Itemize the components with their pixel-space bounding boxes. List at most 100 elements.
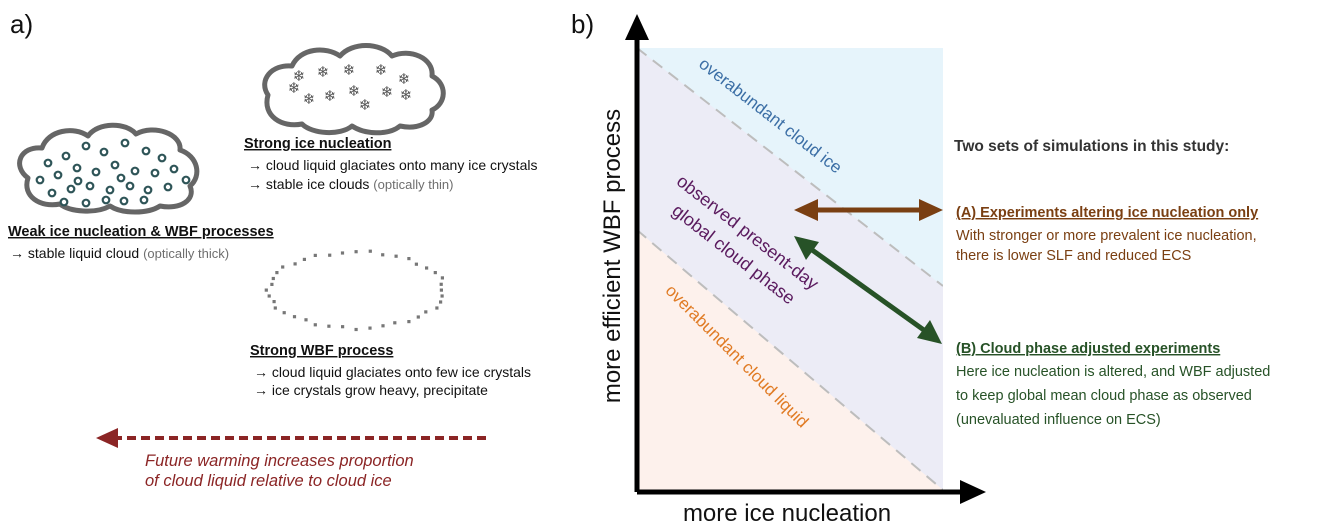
- strong-ice-line2: → stable ice clouds (optically thin): [248, 176, 454, 192]
- cloud-remnant-dot: [327, 324, 331, 328]
- droplet-icon: [163, 182, 173, 192]
- droplet-icon: [101, 195, 111, 205]
- cloud-remnant-dot: [407, 320, 411, 324]
- droplet-icon: [43, 158, 53, 168]
- y-axis-arrowhead: [625, 14, 649, 40]
- ice-crystal-icon: ❄: [375, 61, 388, 79]
- droplet-icon: [53, 170, 63, 180]
- strong-ice-title: Strong ice nucleation: [244, 136, 391, 152]
- ice-crystal-icon: ❄: [288, 79, 301, 97]
- cloud-remnant-dot: [407, 257, 411, 261]
- cloud-remnant-dot: [267, 294, 271, 298]
- droplet-icon: [125, 181, 135, 191]
- droplet-icon: [99, 147, 109, 157]
- droplet-icon: [150, 168, 160, 178]
- experiment-b-arrow: [794, 236, 942, 344]
- cloud-remnant-dot: [439, 300, 443, 304]
- cloud-remnant-dot: [292, 315, 297, 319]
- cloud-remnant-dot: [381, 324, 385, 328]
- cloud-remnant-dot: [272, 300, 276, 304]
- cloud-remnant-dot: [425, 266, 429, 270]
- cloud-remnant-dot: [414, 262, 418, 266]
- boundary-upper: [637, 48, 943, 287]
- ice-crystal-icon: ❄: [293, 67, 306, 85]
- boundary-lower: [637, 229, 943, 491]
- legend-a-line2: there is lower SLF and reduced ECS: [956, 248, 1191, 264]
- legend-a-line1: With stronger or more prevalent ice nucl…: [956, 228, 1257, 244]
- dissipated-cloud-icon: [264, 249, 444, 332]
- droplet-icon: [72, 163, 82, 173]
- droplet-icon: [66, 184, 76, 194]
- droplet-icon: [110, 160, 120, 170]
- droplet-icon: [85, 181, 95, 191]
- cloud-remnant-dot: [368, 326, 372, 330]
- droplet-icon: [169, 164, 179, 174]
- future-line2: of cloud liquid relative to cloud ice: [145, 472, 392, 490]
- cloud-remnant-dot: [328, 253, 332, 257]
- legend-a-title: (A) Experiments altering ice nucleation …: [956, 205, 1258, 221]
- droplet-icon: [119, 196, 129, 206]
- legend-b-line1: Here ice nucleation is altered, and WBF …: [956, 364, 1270, 380]
- panel-b-label: b): [571, 9, 594, 39]
- cloud-remnant-dot: [273, 306, 277, 310]
- cloud-remnant-dot: [433, 271, 437, 275]
- ice-crystal-icon: ❄: [359, 96, 372, 114]
- future-line1: Future warming increases proportion: [145, 452, 414, 470]
- weak-title: Weak ice nucleation & WBF processes: [8, 224, 274, 240]
- strong-ice-line1: → cloud liquid glaciates onto many ice c…: [248, 157, 537, 173]
- cloud-remnant-dot: [368, 249, 372, 253]
- cloud-remnant-dot: [440, 276, 444, 280]
- cloud-remnant-dot: [304, 318, 308, 322]
- regime-regions: [637, 48, 943, 492]
- cloud-remnant-dot: [275, 271, 279, 275]
- droplet-icon: [47, 188, 57, 198]
- droplet-icon: [143, 185, 153, 195]
- droplet-icon: [181, 175, 191, 185]
- droplet-icon: [35, 175, 45, 185]
- ice-crystal-icon: ❄: [348, 82, 361, 100]
- droplet-icon: [91, 167, 101, 177]
- cloud-remnant-dot: [340, 251, 345, 255]
- panel-a-label: a): [10, 9, 33, 39]
- ice-crystal-icons: ❄ ❄ ❄ ❄ ❄❄ ❄ ❄ ❄ ❄❄❄: [288, 61, 413, 114]
- experiment-a-arrow: [794, 199, 943, 221]
- cloud-remnant-dot: [381, 253, 385, 257]
- y-axis-label: more efficient WBF process: [599, 109, 626, 403]
- strong-wbf-title: Strong WBF process: [250, 343, 393, 359]
- ice-crystal-icon: ❄: [324, 87, 337, 105]
- droplet-icon: [141, 146, 151, 156]
- cloud-remnant-dot: [393, 321, 397, 325]
- ice-cloud-icon: ❄ ❄ ❄ ❄ ❄❄ ❄ ❄ ❄ ❄❄❄: [262, 43, 446, 136]
- liquid-cloud-icon: [17, 122, 200, 215]
- ice-crystal-icon: ❄: [303, 90, 316, 108]
- cloud-remnant-dot: [270, 282, 274, 286]
- cloud-remnant-dot: [282, 311, 286, 315]
- strong-wbf-line1: → cloud liquid glaciates onto few ice cr…: [254, 364, 531, 380]
- ice-crystal-icon: ❄: [398, 70, 411, 88]
- cloud-remnant-dot: [264, 288, 268, 292]
- droplet-icon: [59, 197, 69, 207]
- ice-crystal-icon: ❄: [400, 86, 413, 104]
- legend-b-line2: to keep global mean cloud phase as obser…: [956, 388, 1252, 404]
- droplet-icon: [157, 153, 167, 163]
- weak-line1: → stable liquid cloud (optically thick): [10, 245, 229, 261]
- cloud-remnant-dot: [354, 327, 358, 332]
- cloud-remnant-dot: [435, 306, 439, 310]
- x-axis-label: more ice nucleation: [683, 500, 891, 524]
- cloud-remnant-dot: [394, 254, 398, 258]
- cloud-remnant-dot: [416, 315, 420, 319]
- droplet-icon: [139, 195, 149, 205]
- strong-wbf-line2: → ice crystals grow heavy, precipitate: [254, 382, 488, 398]
- droplet-icon: [61, 151, 71, 161]
- ice-crystal-icon: ❄: [343, 61, 356, 79]
- droplet-icon: [105, 185, 115, 195]
- x-axis-arrowhead: [960, 480, 986, 504]
- droplet-icon: [81, 198, 91, 208]
- legend-b-title: (B) Cloud phase adjusted experiments: [956, 341, 1220, 357]
- cloud-remnant-dot: [313, 253, 317, 257]
- cloud-remnant-dot: [313, 323, 317, 327]
- cloud-remnant-dot: [424, 310, 428, 314]
- cloud-remnant-dot: [302, 257, 306, 261]
- cloud-remnant-dot: [271, 276, 275, 281]
